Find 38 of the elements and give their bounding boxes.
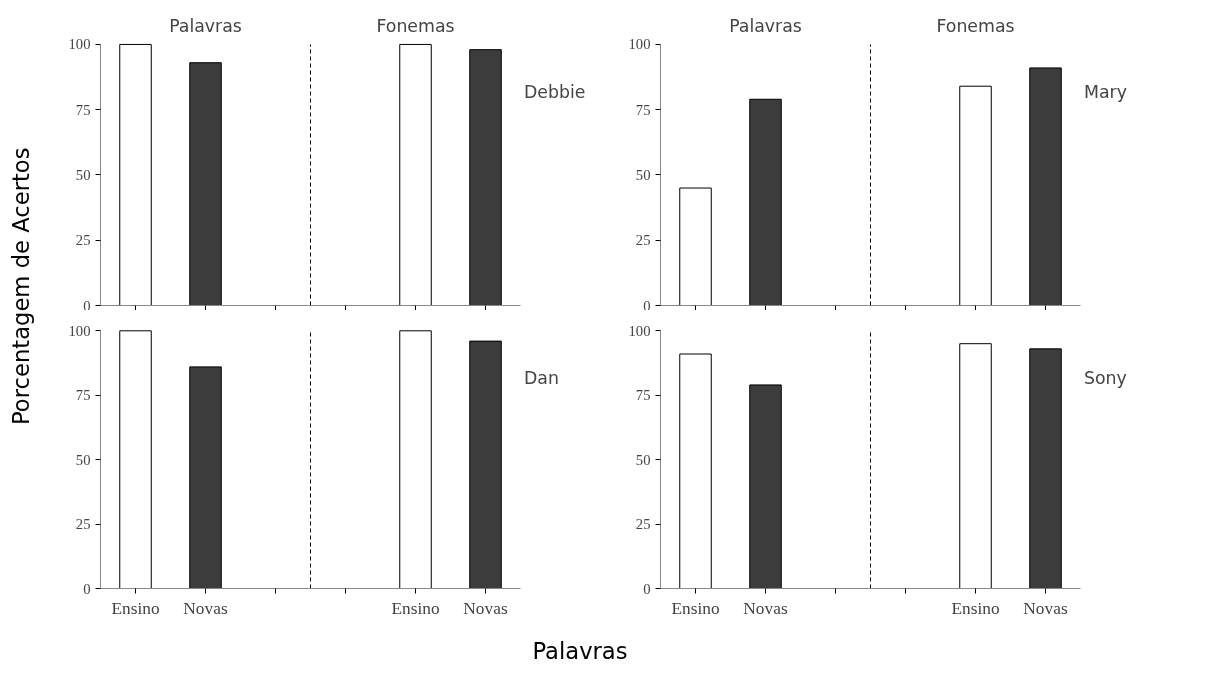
y-tick-label: 25: [635, 232, 651, 249]
y-tick-label: 0: [83, 580, 91, 597]
y-tick-label: 0: [83, 297, 91, 314]
y-tick-label: 100: [68, 36, 91, 53]
x-tick-label: Ensino: [951, 598, 1000, 618]
y-tick-label: 50: [635, 166, 651, 183]
text: Palavras: [729, 16, 802, 37]
x-axis-title: Palavras: [532, 637, 628, 666]
text: Dan: [524, 367, 559, 388]
text: Fonemas: [936, 16, 1015, 37]
text: Fonemas: [376, 16, 455, 37]
x-tick-label: Novas: [463, 598, 508, 618]
y-tick-label: 25: [75, 232, 91, 249]
text: Sony: [1084, 367, 1127, 388]
x-tick-label: Novas: [183, 598, 228, 618]
y-tick-label: 0: [643, 580, 651, 597]
text: Debbie: [524, 81, 586, 102]
x-tick-label: Ensino: [111, 598, 160, 618]
y-tick-label: 50: [75, 451, 91, 468]
x-tick-label: Ensino: [391, 598, 440, 618]
x-tick-label: Novas: [1023, 598, 1068, 618]
y-tick-label: 75: [75, 101, 91, 118]
x-tick-label: Novas: [743, 598, 788, 618]
text: Palavras: [169, 16, 242, 37]
y-tick-label: 100: [628, 36, 651, 53]
y-tick-label: 25: [75, 516, 91, 533]
text: Mary: [1084, 81, 1127, 102]
y-tick-label: 25: [635, 516, 651, 533]
y-tick-label: 75: [635, 387, 651, 404]
y-axis-title: Porcentagem de Acertos: [7, 147, 35, 425]
y-tick-label: 75: [75, 387, 91, 404]
y-tick-label: 0: [643, 297, 651, 314]
y-tick-label: 50: [75, 166, 91, 183]
x-tick-label: Ensino: [671, 598, 720, 618]
y-tick-label: 100: [628, 322, 651, 339]
y-tick-label: 75: [635, 101, 651, 118]
y-tick-label: 50: [635, 451, 651, 468]
y-tick-label: 100: [68, 322, 91, 339]
